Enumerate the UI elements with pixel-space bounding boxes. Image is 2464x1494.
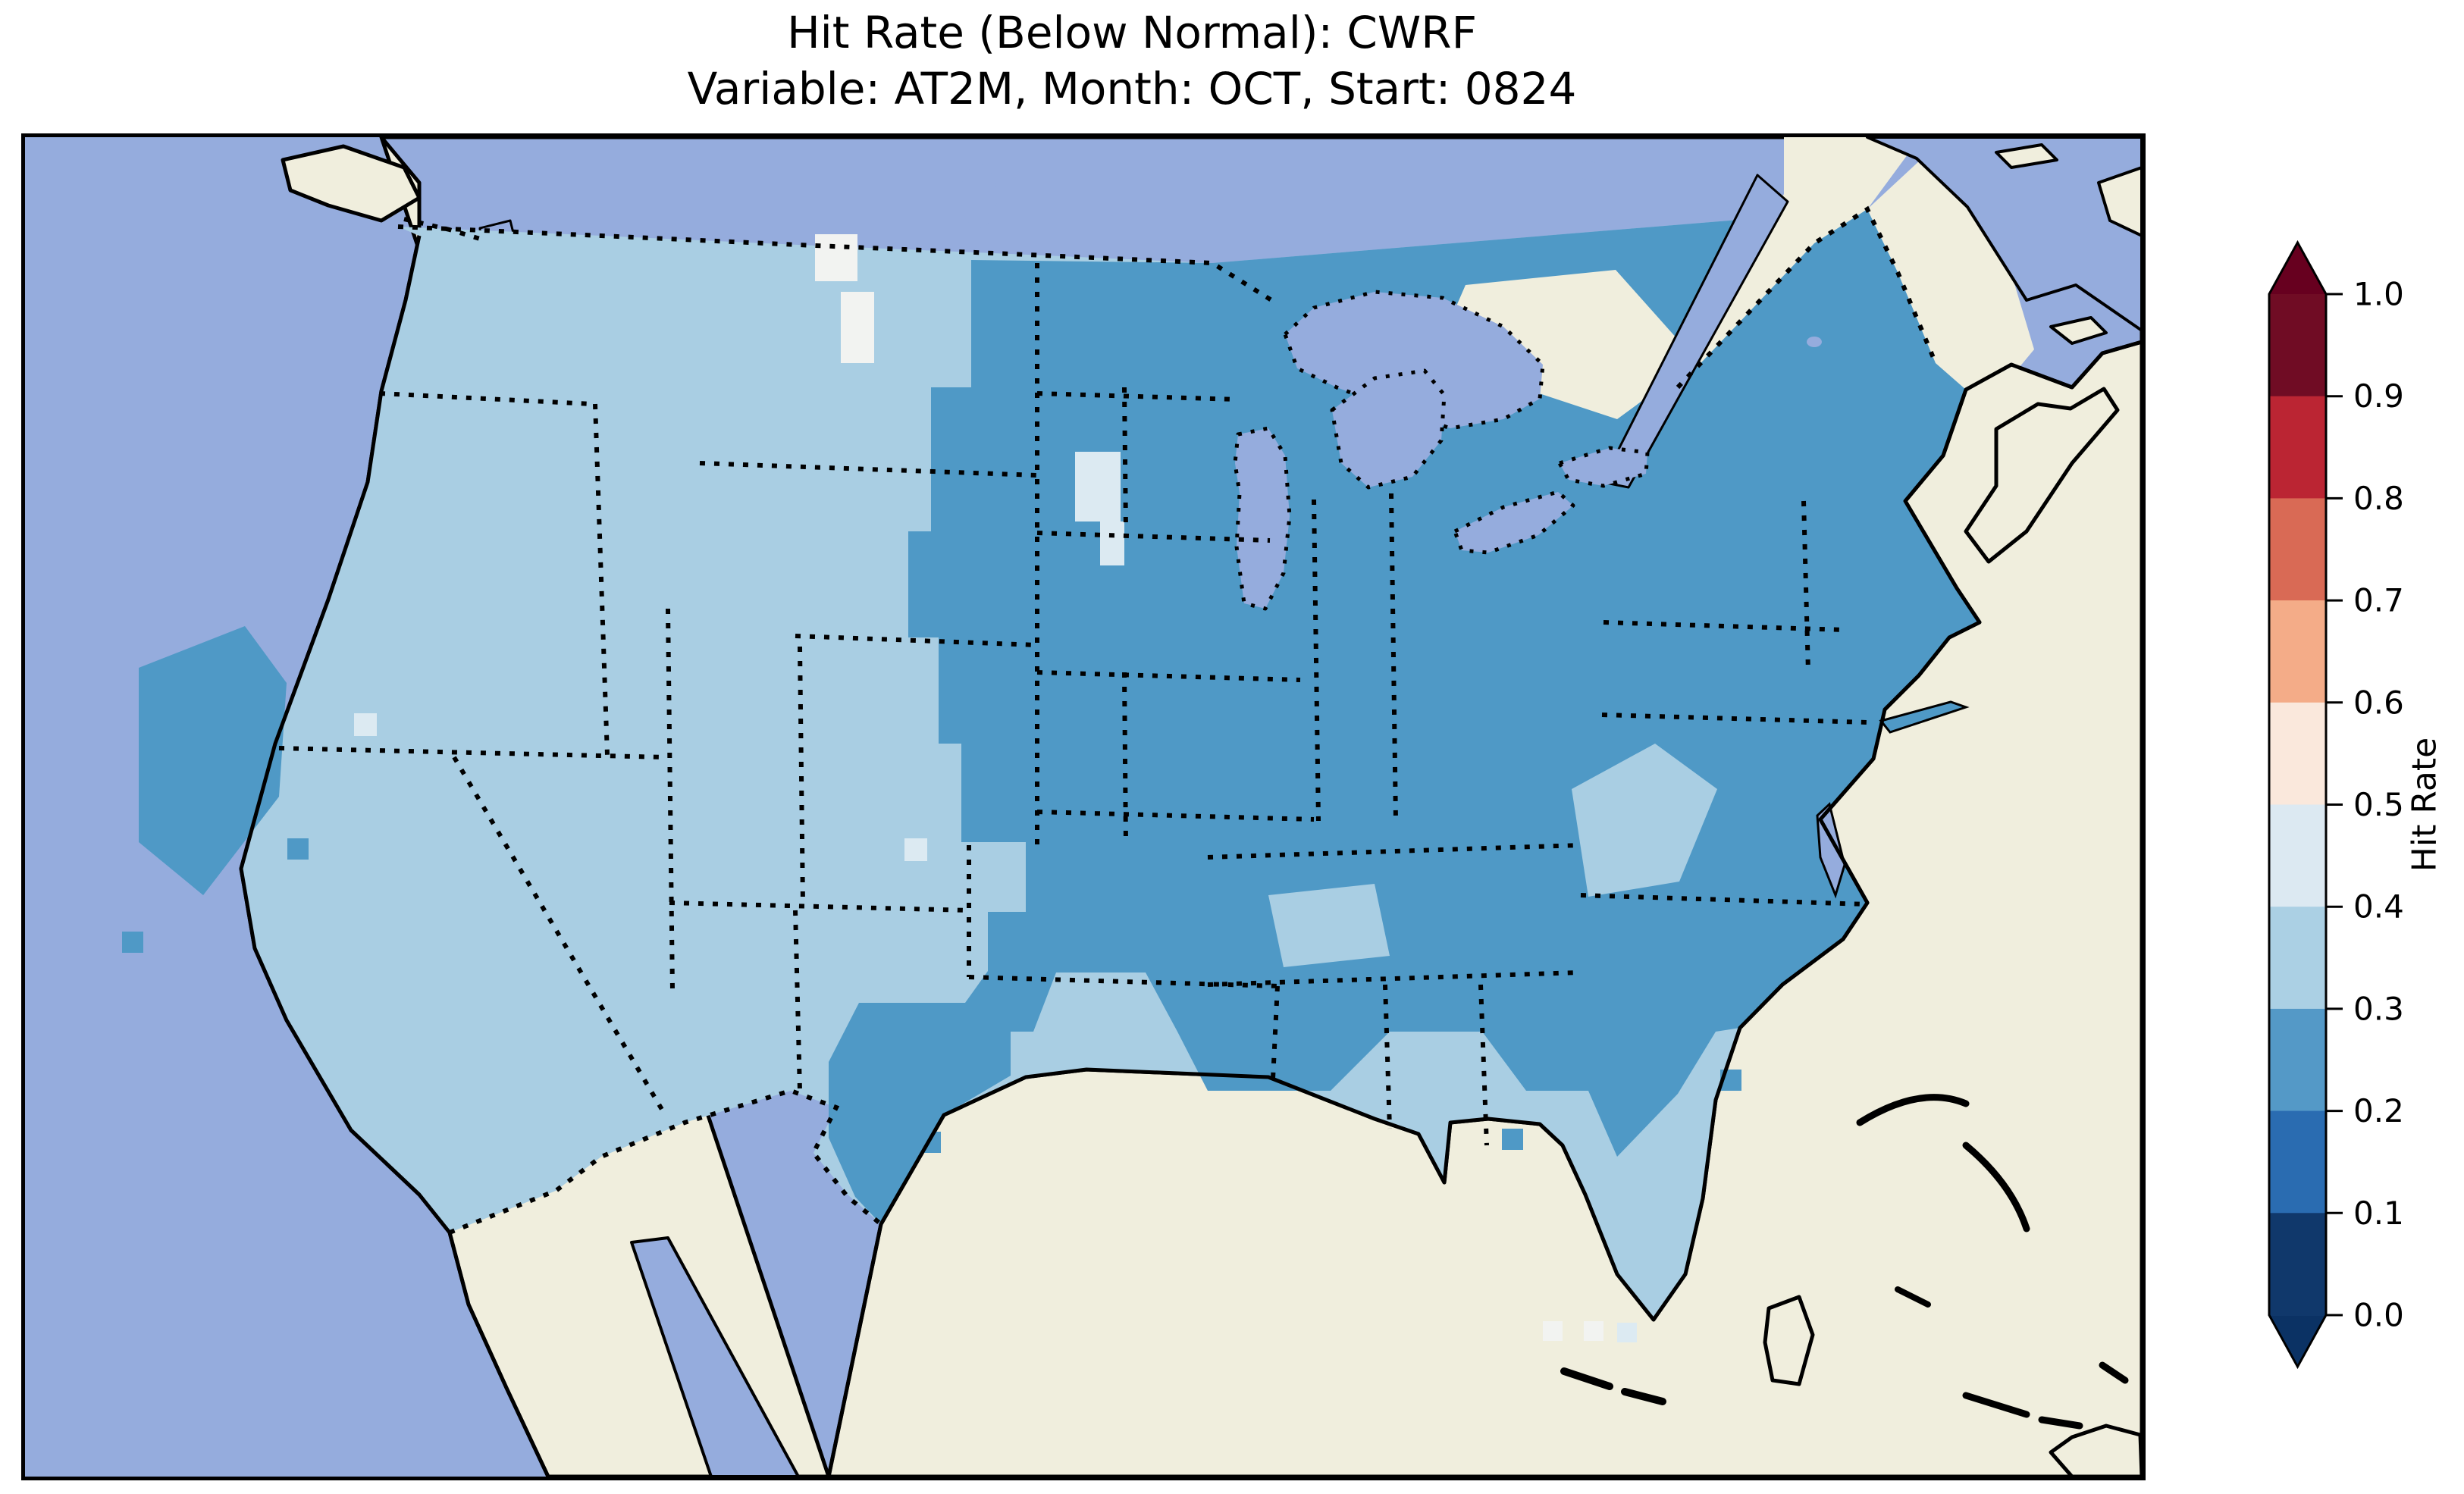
maine-canada-border xyxy=(1676,205,1938,390)
dotted-borders xyxy=(278,205,1938,1235)
colorbar-tick-label: 1.0 xyxy=(2353,276,2404,313)
colorbar-bin xyxy=(2269,294,2326,397)
caribbean-islands xyxy=(1560,1094,2142,1477)
abaco-island xyxy=(1856,1094,1970,1126)
long-island xyxy=(1879,700,1970,734)
us-canada-border xyxy=(397,224,1279,306)
cay-small xyxy=(1895,1286,1931,1308)
us-hit-rate-cells xyxy=(122,209,1980,1342)
map-axes xyxy=(21,133,2146,1480)
conus-hit-rate-map xyxy=(25,137,2142,1477)
colorbar-bin xyxy=(2269,498,2326,602)
colorbar-axis-label: Hit Rate xyxy=(2406,738,2444,872)
quebec-province-wedge xyxy=(1606,137,1920,475)
canada-land-wedges xyxy=(1434,137,2034,475)
colorbar-bin xyxy=(2269,702,2326,806)
colorbar-svg: 1.0 0.9 0.8 0.7 0.6 0.5 0.4 0.3 0.2 0.1 0.0 Hit Rat… xyxy=(2268,240,2444,1370)
ontario-province-wedge xyxy=(1434,270,1697,419)
colorbar-tick-label: 0.0 xyxy=(2353,1297,2404,1334)
colorbar-bin xyxy=(2269,600,2326,703)
colorbar-tick-label: 0.7 xyxy=(2353,582,2404,619)
colorbar-tick-label: 0.5 xyxy=(2353,786,2404,823)
colorbar-over-arrow xyxy=(2269,243,2326,294)
newfoundland-corner xyxy=(2097,166,2142,237)
andros-island xyxy=(1763,1295,1815,1386)
new-brunswick-wedge xyxy=(1867,160,2034,395)
great-lakes xyxy=(1233,290,1650,611)
colorbar-under-arrow xyxy=(2269,1315,2326,1367)
colorbar-bin xyxy=(2269,1008,2326,1112)
state-borders xyxy=(278,263,1868,1146)
vancouver-island xyxy=(281,144,422,223)
colorbar-bin xyxy=(2269,1110,2326,1214)
colorbar-bin xyxy=(2269,1213,2326,1316)
title-line-1: Hit Rate (Below Normal): CWRF xyxy=(787,7,1477,58)
colorbar-tick-label: 0.2 xyxy=(2353,1092,2404,1129)
florida-keys xyxy=(1560,1367,1666,1405)
juan-de-fuca-border xyxy=(403,217,481,241)
nova-scotia xyxy=(1964,387,2120,564)
lake-ontario xyxy=(1557,446,1650,488)
atlantic-canada-islands xyxy=(1995,143,2142,345)
colorbar-bin xyxy=(2269,907,2326,1010)
lake-huron xyxy=(1330,368,1447,490)
cuba-corner xyxy=(2049,1424,2142,1477)
title-line-2: Variable: AT2M, Month: OCT, Start: 0824 xyxy=(687,63,1577,114)
colorbar: 1.0 0.9 0.8 0.7 0.6 0.5 0.4 0.3 0.2 0.1 0.0 Hit Rat… xyxy=(2229,227,2464,1395)
eleuthera-island xyxy=(1962,1142,2030,1232)
colorbar-tick-label: 0.1 xyxy=(2353,1195,2404,1232)
us-mexico-border xyxy=(448,1088,882,1235)
figure-title: Hit Rate (Below Normal): CWRF Variable: … xyxy=(21,5,2243,117)
colorbar-tick-label: 0.8 xyxy=(2353,480,2404,517)
prince-edward-island xyxy=(2049,316,2108,345)
bahama-cays xyxy=(1962,1361,2129,1430)
gulf-of-california xyxy=(630,1236,800,1477)
canada-small-lakes xyxy=(541,158,1822,347)
colorbar-tick-label: 0.3 xyxy=(2353,990,2404,1027)
colorbar-tick-label: 0.9 xyxy=(2353,377,2404,415)
lake-michigan xyxy=(1233,426,1292,611)
tennessee-light-patch xyxy=(1268,884,1390,967)
lake-erie xyxy=(1453,490,1575,555)
lake-superior xyxy=(1283,290,1545,431)
colorbar-bin xyxy=(2269,804,2326,908)
anticosti-island xyxy=(1995,143,2058,169)
pale-cells-0.4-0.5 xyxy=(354,452,1637,1342)
colorbar-bin xyxy=(2269,396,2326,500)
appalachia-light-patch xyxy=(1572,744,1717,897)
coastlines xyxy=(239,235,2142,1477)
colorbar-tick-label: 0.4 xyxy=(2353,888,2404,926)
gulf-of-st-lawrence xyxy=(1866,137,2142,332)
white-cells-0.5-0.6 xyxy=(815,234,1603,1341)
st-lawrence-river xyxy=(1600,174,1789,489)
norcal-medium-patch xyxy=(139,626,287,895)
colorbar-tick-label: 0.6 xyxy=(2353,684,2404,721)
